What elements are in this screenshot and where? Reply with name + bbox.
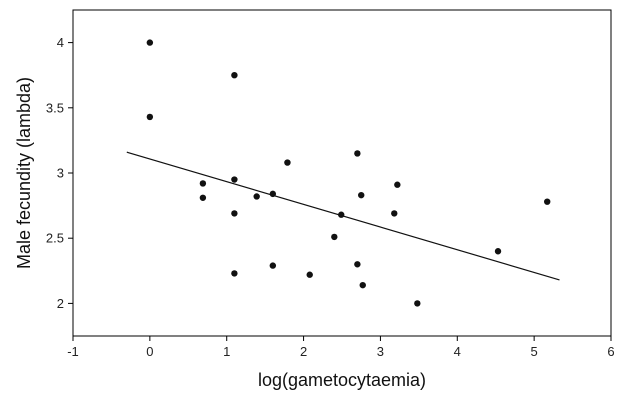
y-tick-label: 3 <box>57 166 64 181</box>
data-points <box>146 39 551 307</box>
data-point <box>146 113 154 121</box>
data-point <box>331 233 338 241</box>
x-tick-label: 6 <box>607 344 614 359</box>
data-point <box>231 176 238 183</box>
x-tick-label: 2 <box>300 344 307 359</box>
x-axis-title: log(gametocytaemia) <box>258 370 426 390</box>
x-tick-label: 5 <box>531 344 538 359</box>
data-point <box>146 39 154 46</box>
x-tick-label: 3 <box>377 344 384 359</box>
x-tick-label: 1 <box>223 344 230 359</box>
y-tick-label: 2.5 <box>46 231 64 246</box>
y-tick-label: 2 <box>57 296 64 311</box>
data-point <box>338 211 345 218</box>
data-point <box>354 261 361 268</box>
x-tick-label: 4 <box>454 344 461 359</box>
data-point <box>494 248 502 255</box>
data-point <box>269 190 277 198</box>
x-tick-label: 0 <box>146 344 153 359</box>
data-point <box>231 270 238 277</box>
data-point <box>199 194 207 201</box>
x-tick-label: -1 <box>67 344 79 359</box>
data-point <box>231 210 238 217</box>
data-point <box>253 193 260 200</box>
data-point <box>358 191 365 199</box>
y-axis: 2 2.5 3 3.5 4 <box>46 35 73 311</box>
x-axis: -1 0 1 2 3 4 5 6 <box>67 336 615 359</box>
data-point <box>394 181 401 188</box>
y-tick-label: 3.5 <box>46 100 64 115</box>
y-tick-label: 4 <box>57 35 64 50</box>
data-point <box>544 198 551 205</box>
data-point <box>359 281 366 289</box>
data-point <box>391 210 398 217</box>
data-point <box>414 300 421 307</box>
data-point <box>354 150 361 157</box>
data-point <box>284 159 291 166</box>
plot-frame <box>72 9 612 337</box>
data-point <box>231 72 238 79</box>
data-point <box>306 271 313 278</box>
data-point <box>199 180 207 187</box>
data-point <box>269 262 277 269</box>
y-axis-title: Male fecundity (lambda) <box>14 77 34 269</box>
